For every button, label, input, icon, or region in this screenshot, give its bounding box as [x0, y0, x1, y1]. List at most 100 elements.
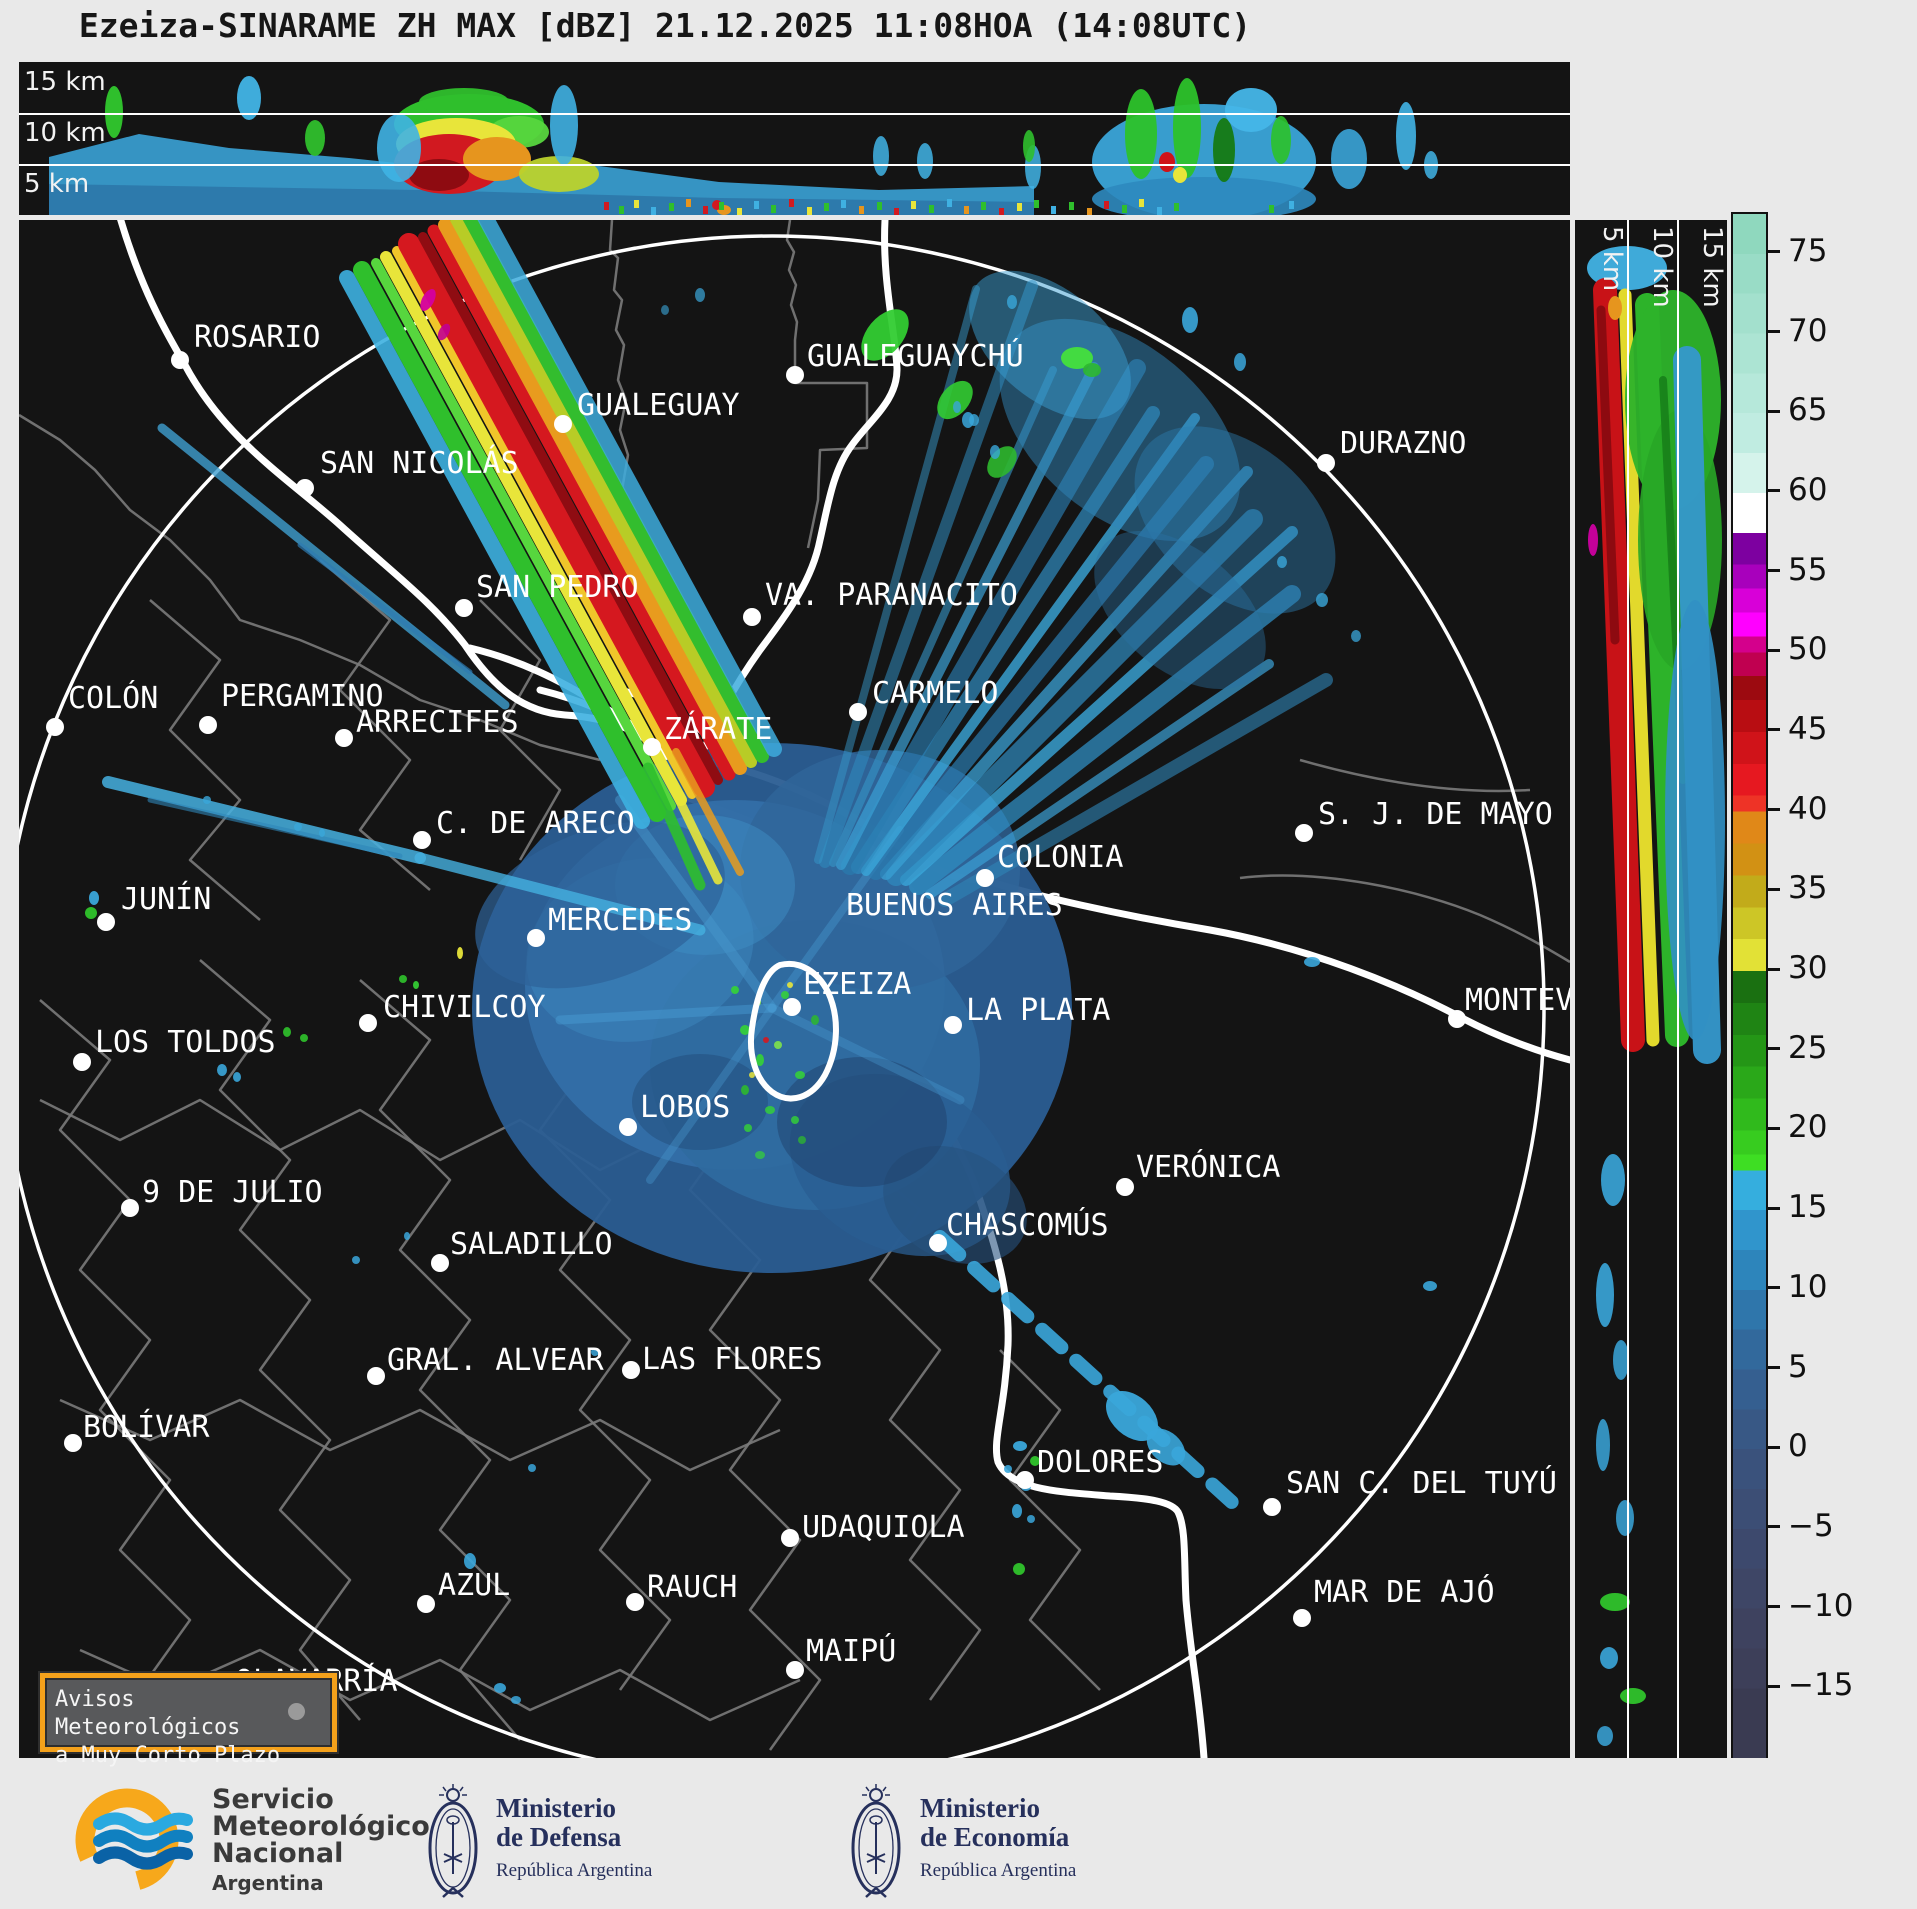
- city-dot: [527, 929, 545, 947]
- city-label: SAN C. DEL TUYÚ: [1286, 1466, 1557, 1501]
- economia-name: Ministerio de Economía: [920, 1793, 1070, 1852]
- right-panel-echo: [1597, 1726, 1613, 1746]
- radar-echo: [319, 829, 325, 837]
- radar-echo: [404, 1232, 410, 1240]
- city-dot: [1293, 1609, 1311, 1627]
- colorbar-tick-label: 0: [1788, 1428, 1808, 1465]
- colorbar-tick: [1766, 967, 1780, 971]
- colorbar-tick: [1766, 409, 1780, 413]
- radar-echo: [371, 258, 676, 811]
- radar-echo: [615, 795, 777, 1013]
- city-dot: [335, 729, 353, 747]
- radar-echo: [883, 1145, 1027, 1265]
- colorbar-tick-label: −5: [1788, 1507, 1834, 1544]
- top-panel-echo: [877, 202, 882, 210]
- radar-echo: [464, 1553, 476, 1569]
- top-panel-echo: [1023, 130, 1035, 162]
- radar-echo: [1013, 1441, 1027, 1451]
- admin-border: [359, 979, 521, 1741]
- city-dot: [849, 703, 867, 721]
- radar-echo: [1304, 957, 1320, 967]
- radar-echo: [392, 246, 697, 799]
- right-panel-echo: [1620, 1688, 1646, 1704]
- top-panel-echo: [1051, 206, 1056, 214]
- colorbar-tick: [1766, 1047, 1780, 1051]
- city-dot: [46, 718, 64, 736]
- top-panel-echo: [1087, 208, 1092, 215]
- colorbar-tick: [1766, 648, 1780, 652]
- colorbar-tick-label: 60: [1788, 471, 1828, 508]
- top-panel-echo: [237, 76, 261, 120]
- top-panel-echo: [947, 199, 952, 207]
- city-label: MAIPÚ: [806, 1634, 897, 1669]
- right-panel-echo: [1613, 1340, 1629, 1380]
- radar-echo: [861, 309, 909, 361]
- city-dot: [417, 1595, 435, 1613]
- radar-echo: [420, 289, 436, 311]
- top-panel-echo: [1139, 199, 1144, 207]
- radar-echo: [777, 1057, 947, 1187]
- radar-echo: [937, 380, 973, 420]
- top-panel-echo: [771, 205, 776, 213]
- top-panel-echo: [911, 201, 916, 209]
- radar-echo: [781, 991, 789, 999]
- top-panel-echo: [1017, 203, 1022, 211]
- top-panel-echo: [894, 208, 899, 215]
- city-label: MERCEDES: [548, 903, 693, 938]
- right-panel-echo: [1600, 1647, 1618, 1669]
- top-panel-echo: [789, 199, 794, 207]
- top-panel-echo: [824, 203, 829, 211]
- radar-echo: [462, 220, 769, 763]
- city-dot: [121, 1199, 139, 1217]
- top-panel-echo: [929, 205, 934, 213]
- colorbar-tick: [1766, 1206, 1780, 1210]
- city-dot-olavarria: [288, 1703, 305, 1720]
- radar-echo: [695, 288, 705, 302]
- radar-echo: [642, 762, 706, 891]
- city-dot: [1016, 1471, 1034, 1489]
- city-label: RAUCH: [647, 1570, 738, 1605]
- colorbar-tick: [1766, 1126, 1780, 1130]
- admin-border: [19, 413, 601, 762]
- radar-echo: [740, 1025, 750, 1035]
- city-label: S. J. DE MAYO: [1318, 797, 1553, 832]
- right-panel-echo: [1588, 524, 1598, 556]
- colorbar-tick-label: 65: [1788, 392, 1828, 429]
- smn-country: Argentina: [212, 1871, 324, 1895]
- radar-echo: [414, 852, 706, 936]
- radar-echo: [591, 1348, 599, 1356]
- city-dot: [626, 1593, 644, 1611]
- radar-echo: [339, 270, 650, 829]
- radar-echo: [398, 233, 715, 798]
- city-label: COLONIA: [997, 840, 1124, 875]
- city-label: JUNÍN: [121, 882, 212, 917]
- colorbar-tick-label: 35: [1788, 870, 1828, 907]
- radar-echo: [85, 907, 97, 919]
- colorbar-tick-label: 30: [1788, 950, 1828, 987]
- radar-echo: [438, 220, 747, 775]
- radar-echo: [795, 1071, 805, 1079]
- radar-echo: [511, 1696, 521, 1704]
- city-label: PERGAMINO: [221, 679, 384, 714]
- radar-echo: [353, 261, 666, 822]
- height-gridline: [1677, 220, 1679, 1758]
- radar-echoes-layer: [85, 220, 1437, 1704]
- radar-echo: [755, 1151, 765, 1159]
- city-label: 9 DE JULIO: [142, 1175, 323, 1210]
- radar-echo: [1105, 1391, 1159, 1441]
- top-panel-echo: [703, 206, 708, 214]
- smn-name: Servicio Meteorológico Nacional: [212, 1784, 430, 1869]
- radar-echo: [494, 1683, 506, 1693]
- economia-coat-of-arms-icon: [851, 1784, 901, 1898]
- colorbar-tick: [1766, 1286, 1780, 1290]
- city-label: VERÓNICA: [1136, 1150, 1281, 1185]
- economia-sub: República Argentina: [920, 1860, 1077, 1881]
- city-label: DOLORES: [1037, 1445, 1164, 1480]
- radar-echo: [437, 323, 451, 341]
- city-label: COLÓN: [68, 681, 159, 716]
- top-panel-echo: [377, 114, 421, 182]
- colorbar-tick: [1766, 1445, 1780, 1449]
- warning-box[interactable]: Avisos Meteorológicos a Muy Corto Plazo: [40, 1673, 337, 1768]
- radar-echo: [1351, 630, 1361, 642]
- city-dot: [359, 1014, 377, 1032]
